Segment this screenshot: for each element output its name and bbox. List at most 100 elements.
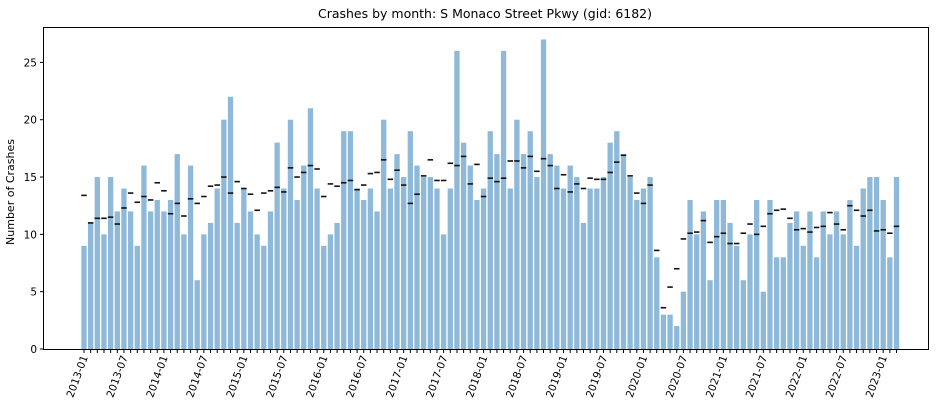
x-tick-label: 2021-07 xyxy=(744,354,770,399)
x-tick-label: 2022-07 xyxy=(824,354,850,399)
bar xyxy=(754,199,760,349)
x-tick-label: 2013-07 xyxy=(104,354,130,399)
bar xyxy=(627,177,633,349)
bar xyxy=(440,234,447,349)
y-tick-label: 15 xyxy=(24,172,37,184)
bar xyxy=(261,245,267,349)
bar xyxy=(207,222,214,349)
bar xyxy=(674,326,680,349)
bar xyxy=(134,245,140,349)
x-axis: 2013-01 2013-07 2014-01 2014-07 2015-01 2015-… xyxy=(65,349,898,399)
bar xyxy=(454,50,460,350)
bar xyxy=(793,211,800,349)
bar xyxy=(494,154,500,349)
bar xyxy=(833,211,840,349)
bar xyxy=(634,199,640,349)
bar xyxy=(534,177,540,349)
bar xyxy=(127,211,134,349)
bar xyxy=(101,234,107,349)
bar xyxy=(540,39,547,350)
bar xyxy=(107,177,114,349)
bar xyxy=(480,188,487,349)
bar xyxy=(367,188,374,349)
y-tick-label: 0 xyxy=(30,344,37,356)
bar xyxy=(887,257,893,349)
x-tick-label: 2014-07 xyxy=(184,354,210,399)
bar xyxy=(800,245,806,349)
bar xyxy=(287,119,294,350)
bar xyxy=(247,211,254,349)
bars-group xyxy=(81,39,900,350)
bar xyxy=(640,188,647,349)
bar xyxy=(600,177,607,349)
bar xyxy=(594,188,600,349)
bar xyxy=(807,211,813,349)
bar xyxy=(687,199,693,349)
bar xyxy=(527,131,533,349)
x-tick-label: 2016-07 xyxy=(344,354,370,399)
bar xyxy=(734,245,740,349)
x-tick-label: 2022-01 xyxy=(784,354,810,399)
y-tick-label: 10 xyxy=(24,229,37,241)
bar xyxy=(414,165,420,349)
markers-group xyxy=(81,154,900,309)
bar xyxy=(141,165,147,349)
bar xyxy=(607,142,613,349)
bar xyxy=(780,257,786,349)
bar xyxy=(394,154,400,349)
x-tick-label: 2019-01 xyxy=(544,354,570,399)
bar xyxy=(307,108,314,349)
bar xyxy=(567,165,573,349)
x-tick-label: 2016-01 xyxy=(304,354,330,399)
x-tick-label: 2019-07 xyxy=(584,354,610,399)
bar xyxy=(114,211,120,349)
bar xyxy=(614,131,620,349)
bar xyxy=(167,199,174,349)
bar xyxy=(514,119,520,350)
bar xyxy=(867,177,873,349)
bar xyxy=(853,245,860,349)
bar xyxy=(374,211,380,349)
bar xyxy=(221,119,227,350)
bar xyxy=(700,211,707,349)
bar xyxy=(840,234,846,349)
x-tick-label: 2021-01 xyxy=(704,354,730,399)
y-tick-label: 25 xyxy=(24,57,37,69)
x-tick-label: 2020-07 xyxy=(664,354,690,399)
x-tick-label: 2015-07 xyxy=(264,354,290,399)
bar xyxy=(747,234,753,349)
bar xyxy=(401,177,407,349)
bar xyxy=(341,131,347,349)
bar xyxy=(161,211,167,349)
y-axis-label: Number of Crashes xyxy=(4,139,17,245)
plot-frame xyxy=(43,27,929,350)
bar xyxy=(860,188,866,349)
bar xyxy=(500,50,507,350)
bar xyxy=(327,234,334,349)
chart-title: Crashes by month: S Monaco Street Pkwy (… xyxy=(318,6,652,21)
bar xyxy=(680,291,687,349)
bar xyxy=(407,131,413,349)
bar xyxy=(214,188,220,349)
bar xyxy=(620,154,627,349)
bar xyxy=(154,199,160,349)
x-tick-label: 2013-01 xyxy=(65,354,91,399)
bar xyxy=(181,234,187,349)
bar xyxy=(81,245,87,349)
x-tick-label: 2023-01 xyxy=(864,354,890,399)
bar xyxy=(827,234,833,349)
bar xyxy=(227,96,234,349)
bar xyxy=(387,188,394,349)
x-tick-label: 2018-01 xyxy=(464,354,490,399)
bar xyxy=(773,257,780,349)
bar xyxy=(547,154,553,349)
bar xyxy=(787,222,793,349)
y-tick-label: 20 xyxy=(24,115,37,127)
bar xyxy=(447,188,453,349)
bar xyxy=(254,234,260,349)
bar xyxy=(587,188,593,349)
bar xyxy=(267,211,274,349)
x-tick-label: 2017-07 xyxy=(424,354,450,399)
bar xyxy=(760,291,766,349)
bar xyxy=(174,154,180,349)
